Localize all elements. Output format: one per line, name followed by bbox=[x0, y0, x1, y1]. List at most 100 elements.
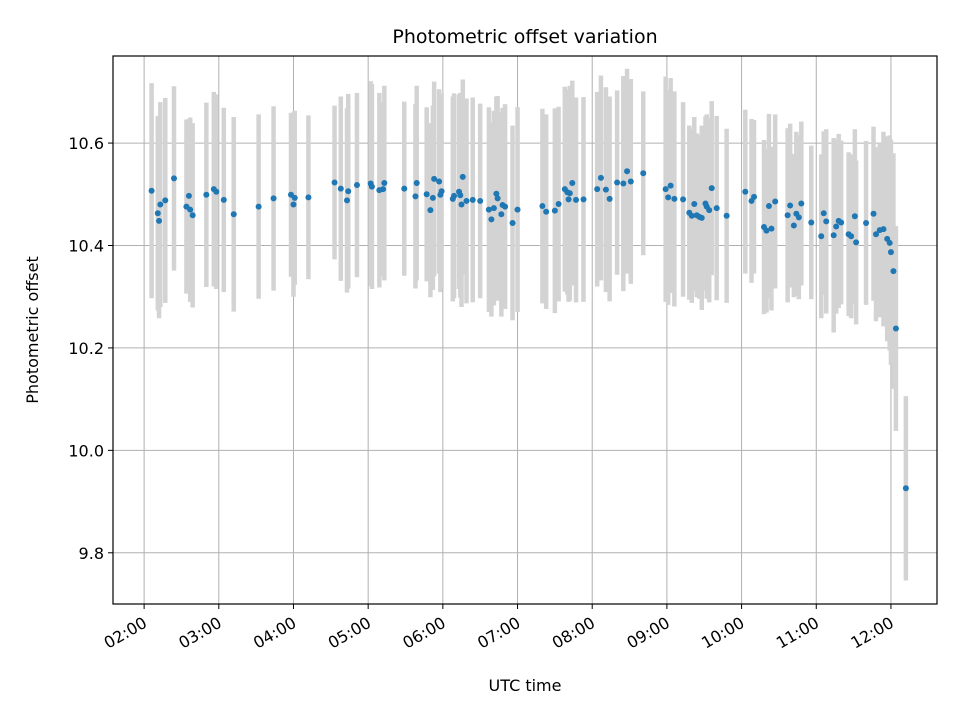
data-point bbox=[565, 196, 572, 203]
data-point bbox=[787, 202, 794, 209]
data-point bbox=[469, 196, 476, 203]
plot-frame bbox=[112, 55, 938, 605]
data-point bbox=[368, 183, 375, 190]
data-point bbox=[751, 193, 758, 200]
data-point bbox=[880, 226, 887, 233]
data-point bbox=[614, 179, 621, 186]
data-point bbox=[555, 201, 562, 208]
data-point bbox=[886, 239, 893, 246]
data-point bbox=[627, 178, 634, 185]
data-point bbox=[573, 196, 580, 203]
data-point bbox=[723, 212, 730, 219]
data-point bbox=[798, 200, 805, 207]
data-point bbox=[290, 201, 297, 208]
data-point bbox=[594, 186, 601, 193]
data-point bbox=[255, 203, 262, 210]
data-point bbox=[566, 190, 573, 197]
data-point bbox=[423, 191, 430, 198]
data-point bbox=[429, 194, 436, 201]
data-point bbox=[818, 233, 825, 240]
y-tick-label: 10.0 bbox=[68, 441, 104, 460]
data-point bbox=[412, 193, 419, 200]
data-point bbox=[353, 182, 360, 189]
data-point bbox=[706, 207, 713, 214]
data-point bbox=[337, 185, 344, 192]
data-point bbox=[187, 206, 194, 213]
data-point bbox=[344, 197, 351, 204]
data-point bbox=[498, 211, 505, 218]
data-point bbox=[477, 197, 484, 204]
data-point bbox=[514, 206, 521, 213]
data-point bbox=[502, 203, 509, 210]
data-point bbox=[795, 214, 802, 221]
data-point bbox=[580, 196, 587, 203]
data-point bbox=[431, 175, 438, 182]
data-point bbox=[784, 212, 791, 219]
data-point bbox=[863, 219, 870, 226]
y-tick-label: 9.8 bbox=[79, 544, 104, 563]
data-point bbox=[620, 180, 627, 187]
y-axis-title: Photometric offset bbox=[23, 256, 42, 404]
data-point bbox=[742, 188, 749, 195]
data-point bbox=[230, 211, 237, 218]
data-point bbox=[485, 206, 492, 213]
data-point bbox=[401, 185, 408, 192]
data-point bbox=[853, 239, 860, 246]
data-point bbox=[569, 180, 576, 187]
data-point bbox=[624, 168, 631, 175]
chart-title: Photometric offset variation bbox=[392, 26, 657, 48]
data-point bbox=[768, 225, 775, 232]
data-point bbox=[185, 192, 192, 199]
data-point bbox=[772, 198, 779, 205]
data-point bbox=[157, 201, 164, 208]
x-axis-title: UTC time bbox=[489, 676, 562, 695]
data-point bbox=[493, 190, 500, 197]
data-point bbox=[713, 205, 720, 212]
data-point bbox=[838, 219, 845, 226]
data-point bbox=[640, 170, 647, 177]
y-tick-label: 10.2 bbox=[68, 339, 104, 358]
data-point bbox=[808, 219, 815, 226]
data-point bbox=[381, 180, 388, 187]
data-point bbox=[189, 212, 196, 219]
data-point bbox=[490, 205, 497, 212]
data-point bbox=[438, 188, 445, 195]
data-point bbox=[458, 201, 465, 208]
data-point bbox=[892, 325, 899, 332]
data-point bbox=[848, 233, 855, 240]
data-point bbox=[551, 207, 558, 214]
data-point bbox=[345, 188, 352, 195]
data-point bbox=[887, 249, 894, 256]
data-point bbox=[870, 210, 877, 217]
data-point bbox=[213, 188, 220, 195]
data-point bbox=[413, 180, 420, 187]
data-point bbox=[488, 216, 495, 223]
data-point bbox=[671, 195, 678, 202]
data-point bbox=[698, 214, 705, 221]
data-point bbox=[509, 219, 516, 226]
data-point bbox=[873, 231, 880, 238]
data-point bbox=[680, 196, 687, 203]
data-point bbox=[463, 197, 470, 204]
data-point bbox=[380, 186, 387, 193]
data-point bbox=[436, 178, 443, 185]
data-point bbox=[597, 174, 604, 181]
data-point bbox=[543, 208, 550, 215]
data-point bbox=[830, 232, 837, 239]
data-point bbox=[688, 212, 695, 219]
data-points bbox=[148, 168, 909, 492]
data-point bbox=[665, 194, 672, 201]
data-point bbox=[890, 268, 897, 275]
data-point bbox=[457, 192, 464, 199]
data-point bbox=[763, 227, 770, 234]
data-point bbox=[331, 179, 338, 186]
data-point bbox=[902, 485, 909, 492]
data-point bbox=[170, 175, 177, 182]
data-point bbox=[820, 210, 827, 217]
data-point bbox=[148, 187, 155, 194]
data-point bbox=[427, 207, 434, 214]
data-point bbox=[459, 173, 466, 180]
data-point bbox=[691, 201, 698, 208]
data-point bbox=[708, 185, 715, 192]
